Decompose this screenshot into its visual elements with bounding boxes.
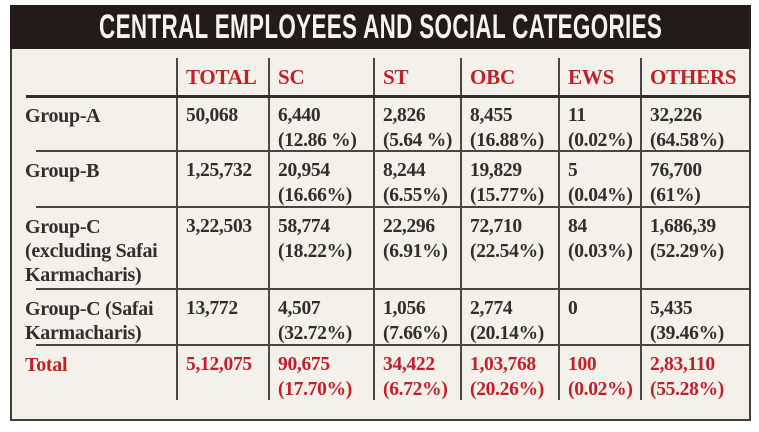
table-cell-total-obc: 1,03,768 (20.26%): [470, 354, 544, 400]
column-divider: [268, 58, 270, 400]
table-cell-group-b-total: 1,25,732: [186, 160, 252, 181]
table-cell-group-a-total: 50,068: [186, 105, 238, 126]
table-cell-group-a-sc: 6,440 (12.86 %): [278, 105, 357, 151]
column-header-ews: EWS: [568, 65, 615, 89]
table-cell-total-total: 5,12,075: [186, 354, 252, 375]
table-cell-group-a-obc: 8,455 (16.88%): [470, 105, 544, 151]
table-cell-group-b-st: 8,244 (6.55%): [383, 160, 448, 206]
row-label-group-c-safai: Group-C (Safai Karmacharis): [25, 298, 154, 344]
table-cell-group-a-others: 32,226 (64.58%): [650, 105, 724, 151]
page-title: CENTRAL EMPLOYEES AND SOCIAL CATEGORIES: [98, 7, 663, 46]
table-cell-group-c-safai-ews: 0: [568, 298, 578, 319]
table-cell-group-b-sc: 20,954 (16.66%): [278, 160, 352, 206]
table-cell-total-sc: 90,675 (17.70%): [278, 354, 352, 400]
table-cell-total-others: 2,83,110 (55.28%): [650, 354, 724, 400]
table-cell-group-c-excl-sc: 58,774 (18.22%): [278, 216, 352, 262]
table-cell-group-a-ews: 11 (0.02%): [568, 105, 633, 151]
table-cell-group-b-ews: 5 (0.04%): [568, 160, 633, 206]
row-divider: [36, 344, 749, 346]
table-cell-group-c-safai-others: 5,435 (39.46%): [650, 298, 724, 344]
table-cell-group-b-obc: 19,829 (15.77%): [470, 160, 544, 206]
table-cell-group-a-st: 2,826 (5.64 %): [383, 105, 453, 151]
table-cell-group-c-excl-total: 3,22,503: [186, 216, 252, 237]
column-divider: [460, 58, 462, 400]
table-cell-group-c-excl-st: 22,296 (6.91%): [383, 216, 448, 262]
table-cell-group-c-safai-total: 13,772: [186, 298, 238, 319]
header-underline: [26, 95, 749, 98]
column-divider: [373, 58, 375, 400]
table-cell-group-c-excl-obc: 72,710 (22.54%): [470, 216, 544, 262]
row-divider: [36, 150, 749, 152]
column-divider: [176, 58, 178, 400]
panel: CENTRAL EMPLOYEES AND SOCIAL CATEGORIES …: [10, 5, 751, 421]
data-table: TOTAL SC ST OBC EWS OTHERS Group-A 50,06…: [12, 49, 749, 419]
table-board: TOTAL SC ST OBC EWS OTHERS Group-A 50,06…: [10, 49, 751, 421]
row-label-total: Total: [25, 354, 68, 376]
table-cell-group-c-safai-obc: 2,774 (20.14%): [470, 298, 544, 344]
table-cell-group-b-others: 76,700 (61%): [650, 160, 702, 206]
table-cell-group-c-safai-st: 1,056 (7.66%): [383, 298, 448, 344]
column-divider: [640, 58, 642, 400]
column-header-sc: SC: [278, 65, 305, 89]
column-header-st: ST: [383, 65, 409, 89]
column-header-obc: OBC: [470, 65, 515, 89]
table-cell-group-c-excl-ews: 84 (0.03%): [568, 216, 633, 262]
table-cell-group-c-excl-others: 1,686,39 (52.29%): [650, 216, 724, 262]
corner-cell: [12, 49, 176, 96]
row-label-group-a: Group-A: [25, 105, 101, 127]
table-cell-total-st: 34,422 (6.72%): [383, 354, 448, 400]
column-header-others: OTHERS: [650, 65, 737, 89]
column-divider: [558, 58, 560, 400]
table-cell-group-c-safai-sc: 4,507 (32.72%): [278, 298, 352, 344]
table-cell-total-ews: 100 (0.02%): [568, 354, 633, 400]
row-label-group-b: Group-B: [25, 160, 100, 182]
column-header-total: TOTAL: [186, 65, 257, 89]
row-label-group-c-excluding: Group-C (excluding Safai Karmacharis): [25, 216, 158, 286]
row-divider: [36, 206, 749, 208]
title-bar: CENTRAL EMPLOYEES AND SOCIAL CATEGORIES: [10, 5, 751, 49]
row-divider: [36, 288, 749, 290]
